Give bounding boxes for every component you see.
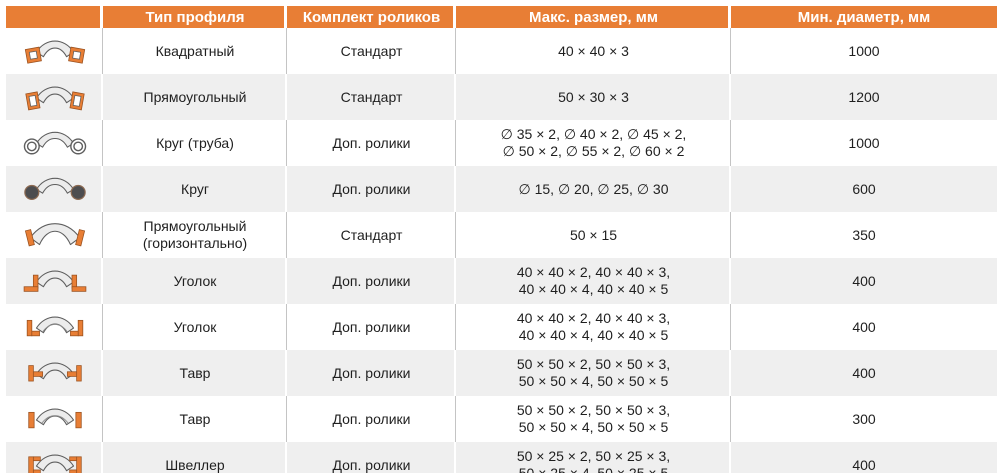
table-row: Швеллер Доп. ролики 50 × 25 × 2, 50 × 25 ×… — [6, 442, 997, 473]
max-size-cell: 50 × 25 × 2, 50 × 25 × 3, 50 × 25 × 4, 5… — [456, 442, 731, 473]
profile-icon-cell — [6, 212, 103, 258]
table-body: Квадратный Стандарт 40 × 40 × 3 1000 Прямоуг… — [6, 28, 997, 473]
header-max-size: Макс. размер, мм — [456, 6, 731, 28]
profile-icon-cell — [6, 258, 103, 304]
profile-type-cell: Прямоугольный (горизонтально) — [103, 212, 287, 258]
roller-set-cell: Стандарт — [287, 74, 456, 120]
header-row: Тип профиля Комплект роликов Макс. разме… — [6, 6, 997, 28]
min-diameter-cell: 400 — [731, 350, 997, 396]
profile-type-cell: Швеллер — [103, 442, 287, 473]
min-diameter-cell: 600 — [731, 166, 997, 212]
max-size-cell: 40 × 40 × 3 — [456, 28, 731, 74]
rect-tube-icon — [21, 78, 89, 112]
roller-set-cell: Доп. ролики — [287, 396, 456, 442]
profile-icon-cell — [6, 120, 103, 166]
profile-spec-table: Тип профиля Комплект роликов Макс. разме… — [6, 6, 997, 473]
roller-set-cell: Стандарт — [287, 212, 456, 258]
angle-in-icon — [21, 308, 89, 342]
table-row: Прямоугольный (горизонтально) Стандарт 50 … — [6, 212, 997, 258]
profile-type-cell: Круг (труба) — [103, 120, 287, 166]
header-min-diameter: Мин. диаметр, мм — [731, 6, 997, 28]
profile-icon-cell — [6, 74, 103, 120]
table-row: Круг (труба) Доп. ролики ∅ 35 × 2, ∅ 40 × … — [6, 120, 997, 166]
tee-icon — [21, 354, 89, 388]
table-row: Уголок Доп. ролики 40 × 40 × 2, 40 × 40 × … — [6, 258, 997, 304]
channel-web-icon — [21, 446, 89, 473]
profile-icon-cell — [6, 304, 103, 350]
max-size-cell: 40 × 40 × 2, 40 × 40 × 3, 40 × 40 × 4, 4… — [456, 304, 731, 350]
min-diameter-cell: 400 — [731, 442, 997, 473]
profile-icon-cell — [6, 396, 103, 442]
profile-type-cell: Квадратный — [103, 28, 287, 74]
min-diameter-cell: 400 — [731, 304, 997, 350]
profile-type-cell: Прямоугольный — [103, 74, 287, 120]
table-row: Квадратный Стандарт 40 × 40 × 3 1000 — [6, 28, 997, 74]
profile-type-cell: Уголок — [103, 304, 287, 350]
profile-icon-cell — [6, 166, 103, 212]
max-size-cell: ∅ 35 × 2, ∅ 40 × 2, ∅ 45 × 2, ∅ 50 × 2, … — [456, 120, 731, 166]
table-row: Круг Доп. ролики ∅ 15, ∅ 20, ∅ 25, ∅ 30 600 — [6, 166, 997, 212]
max-size-cell: 50 × 30 × 3 — [456, 74, 731, 120]
max-size-cell: 50 × 50 × 2, 50 × 50 × 3, 50 × 50 × 4, 5… — [456, 396, 731, 442]
angle-out-icon — [21, 262, 89, 296]
roller-set-cell: Доп. ролики — [287, 304, 456, 350]
table-row: Уголок Доп. ролики 40 × 40 × 2, 40 × 40 × … — [6, 304, 997, 350]
rect-horizontal-icon — [21, 216, 89, 250]
max-size-cell: 50 × 50 × 2, 50 × 50 × 3, 50 × 50 × 4, 5… — [456, 350, 731, 396]
roller-set-cell: Стандарт — [287, 28, 456, 74]
header-profile-type: Тип профиля — [103, 6, 287, 28]
round-bar-icon — [21, 170, 89, 204]
min-diameter-cell: 1200 — [731, 74, 997, 120]
header-profile-icon — [6, 6, 103, 28]
min-diameter-cell: 300 — [731, 396, 997, 442]
min-diameter-cell: 1000 — [731, 28, 997, 74]
profile-type-cell: Круг — [103, 166, 287, 212]
roller-set-cell: Доп. ролики — [287, 258, 456, 304]
roller-set-cell: Доп. ролики — [287, 120, 456, 166]
roller-set-cell: Доп. ролики — [287, 350, 456, 396]
profile-type-cell: Тавр — [103, 396, 287, 442]
max-size-cell: ∅ 15, ∅ 20, ∅ 25, ∅ 30 — [456, 166, 731, 212]
profile-icon-cell — [6, 350, 103, 396]
roller-set-cell: Доп. ролики — [287, 166, 456, 212]
min-diameter-cell: 1000 — [731, 120, 997, 166]
tee-flange-icon — [21, 400, 89, 434]
table-row: Прямоугольный Стандарт 50 × 30 × 3 1200 — [6, 74, 997, 120]
pipe-icon — [21, 124, 89, 158]
profile-icon-cell — [6, 442, 103, 473]
min-diameter-cell: 350 — [731, 212, 997, 258]
table-row: Тавр Доп. ролики 50 × 50 × 2, 50 × 50 × 3,… — [6, 350, 997, 396]
header-roller-set: Комплект роликов — [287, 6, 456, 28]
square-tube-icon — [21, 32, 89, 66]
max-size-cell: 40 × 40 × 2, 40 × 40 × 3, 40 × 40 × 4, 4… — [456, 258, 731, 304]
min-diameter-cell: 400 — [731, 258, 997, 304]
max-size-cell: 50 × 15 — [456, 212, 731, 258]
table-row: Тавр Доп. ролики 50 × 50 × 2, 50 × 50 × 3,… — [6, 396, 997, 442]
profile-icon-cell — [6, 28, 103, 74]
profile-type-cell: Уголок — [103, 258, 287, 304]
profile-type-cell: Тавр — [103, 350, 287, 396]
roller-set-cell: Доп. ролики — [287, 442, 456, 473]
